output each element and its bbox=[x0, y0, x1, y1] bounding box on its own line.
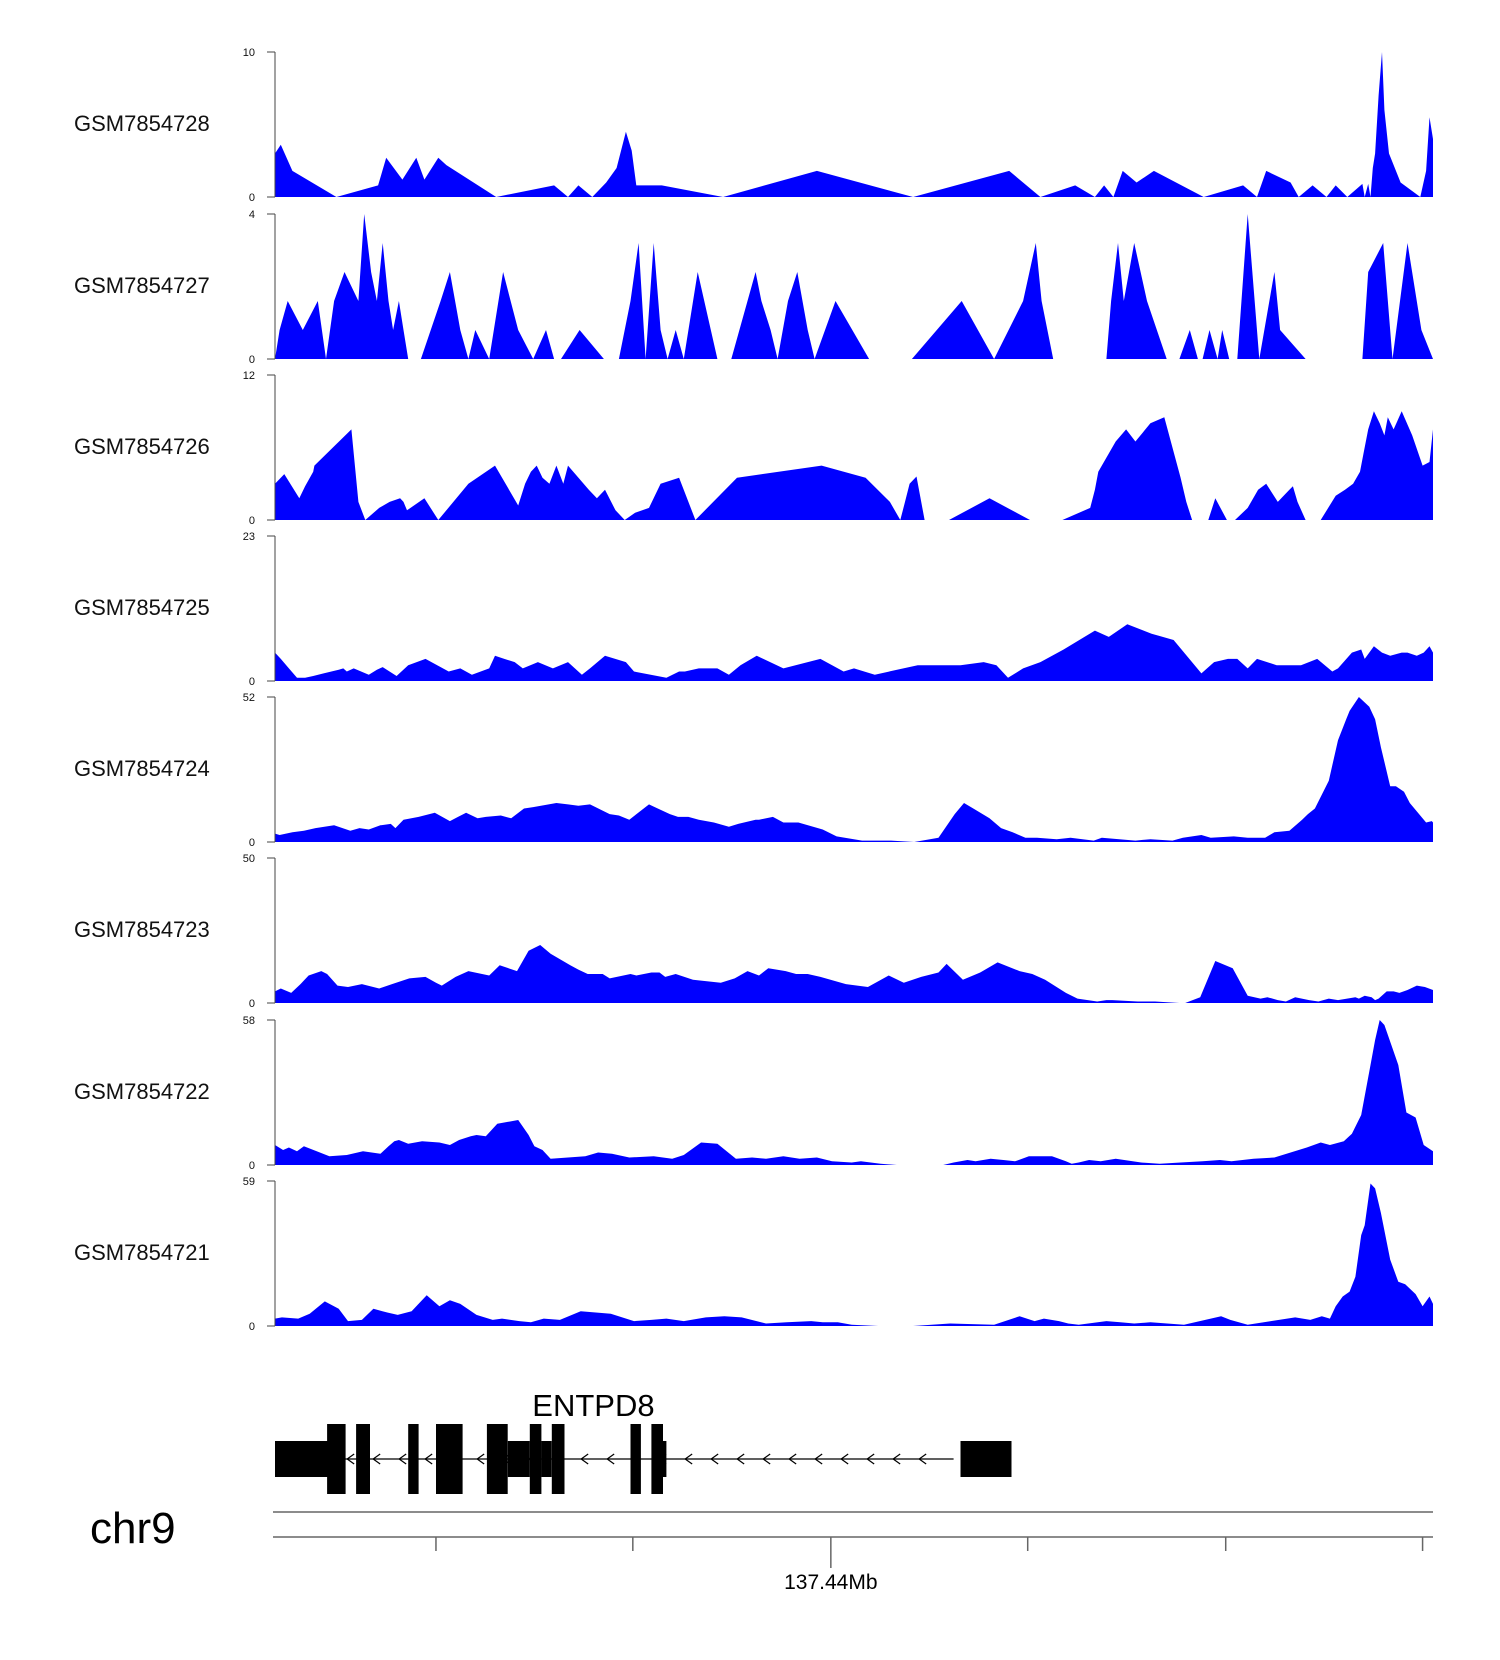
track-gsm7854726: 12 0 GSM7854726 bbox=[74, 370, 1433, 527]
strand-arrow bbox=[892, 1453, 901, 1465]
track-label: GSM7854728 bbox=[74, 111, 210, 136]
coverage-area-gsm7854727 bbox=[275, 214, 1433, 359]
exon-block bbox=[551, 1424, 565, 1494]
strand-arrow bbox=[398, 1453, 407, 1465]
strand-arrow bbox=[866, 1453, 875, 1465]
genome-axis: chr9 137.44Mb bbox=[90, 1504, 1433, 1594]
coverage-area-gsm7854728 bbox=[275, 52, 1433, 197]
y-min-label: 0 bbox=[249, 837, 255, 849]
axis-position-label: 137.44Mb bbox=[784, 1571, 877, 1594]
y-min-label: 0 bbox=[249, 1160, 255, 1172]
track-gsm7854724: 52 0 GSM7854724 bbox=[74, 692, 1433, 849]
exon-block bbox=[408, 1424, 419, 1494]
y-max-label: 58 bbox=[243, 1015, 255, 1027]
exon-block bbox=[630, 1424, 641, 1494]
exon-block bbox=[507, 1441, 530, 1477]
track-label: GSM7854724 bbox=[74, 756, 210, 781]
coverage-area-gsm7854725 bbox=[275, 624, 1433, 681]
strand-arrow bbox=[346, 1453, 355, 1465]
strand-arrow bbox=[606, 1453, 615, 1465]
exon-block bbox=[486, 1424, 508, 1494]
y-min-label: 0 bbox=[249, 676, 255, 688]
strand-arrow bbox=[710, 1453, 719, 1465]
y-min-label: 0 bbox=[249, 515, 255, 527]
coverage-tracks: 10 0 GSM7854728 4 0 GSM7854727 12 0 GSM7854726 23… bbox=[74, 47, 1433, 1333]
y-max-label: 59 bbox=[243, 1176, 255, 1188]
y-min-label: 0 bbox=[249, 1321, 255, 1333]
strand-arrow bbox=[840, 1453, 849, 1465]
exon-block bbox=[960, 1441, 1012, 1477]
track-gsm7854725: 23 0 GSM7854725 bbox=[74, 531, 1433, 688]
chromosome-label: chr9 bbox=[90, 1504, 176, 1553]
track-gsm7854721: 59 0 GSM7854721 bbox=[74, 1176, 1433, 1333]
y-max-label: 50 bbox=[243, 853, 255, 865]
y-max-label: 52 bbox=[243, 692, 255, 704]
coverage-area-gsm7854726 bbox=[275, 411, 1433, 520]
exon-block bbox=[436, 1424, 463, 1494]
coverage-area-gsm7854721 bbox=[275, 1183, 1433, 1326]
track-label: GSM7854725 bbox=[74, 595, 210, 620]
y-min-label: 0 bbox=[249, 354, 255, 366]
track-label: GSM7854727 bbox=[74, 273, 210, 298]
strand-arrow bbox=[424, 1453, 433, 1465]
y-min-label: 0 bbox=[249, 192, 255, 204]
strand-arrow bbox=[788, 1453, 797, 1465]
exon-block bbox=[275, 1441, 333, 1477]
exon-block bbox=[541, 1441, 552, 1477]
gene-label: ENTPD8 bbox=[532, 1388, 654, 1423]
strand-arrow bbox=[372, 1453, 381, 1465]
y-max-label: 12 bbox=[243, 370, 255, 382]
strand-arrow bbox=[736, 1453, 745, 1465]
strand-arrow bbox=[814, 1453, 823, 1465]
track-gsm7854723: 50 0 GSM7854723 bbox=[74, 853, 1433, 1010]
track-label: GSM7854726 bbox=[74, 434, 210, 459]
y-max-label: 10 bbox=[243, 47, 255, 59]
y-min-label: 0 bbox=[249, 998, 255, 1010]
strand-arrow bbox=[684, 1453, 693, 1465]
coverage-area-gsm7854722 bbox=[275, 1020, 1433, 1165]
track-gsm7854727: 4 0 GSM7854727 bbox=[74, 209, 1433, 366]
strand-arrow bbox=[580, 1453, 589, 1465]
coverage-area-gsm7854723 bbox=[275, 945, 1433, 1003]
track-gsm7854728: 10 0 GSM7854728 bbox=[74, 47, 1433, 204]
strand-arrow bbox=[762, 1453, 771, 1465]
exon-block bbox=[356, 1424, 370, 1494]
y-max-label: 23 bbox=[243, 531, 255, 543]
exon-block bbox=[529, 1424, 542, 1494]
strand-arrow bbox=[918, 1453, 927, 1465]
track-label: GSM7854721 bbox=[74, 1240, 210, 1265]
gene-track: ENTPD8 bbox=[275, 1388, 1012, 1494]
exon-blocks bbox=[275, 1424, 1012, 1494]
track-gsm7854722: 58 0 GSM7854722 bbox=[74, 1015, 1433, 1172]
y-max-label: 4 bbox=[249, 209, 255, 221]
exon-block bbox=[327, 1424, 346, 1494]
exon-block bbox=[662, 1441, 667, 1477]
track-label: GSM7854722 bbox=[74, 1079, 210, 1104]
axis-ticks bbox=[435, 1537, 1424, 1568]
track-label: GSM7854723 bbox=[74, 917, 210, 942]
strand-arrow bbox=[476, 1453, 485, 1465]
exon-block bbox=[651, 1424, 663, 1494]
coverage-area-gsm7854724 bbox=[275, 697, 1433, 842]
